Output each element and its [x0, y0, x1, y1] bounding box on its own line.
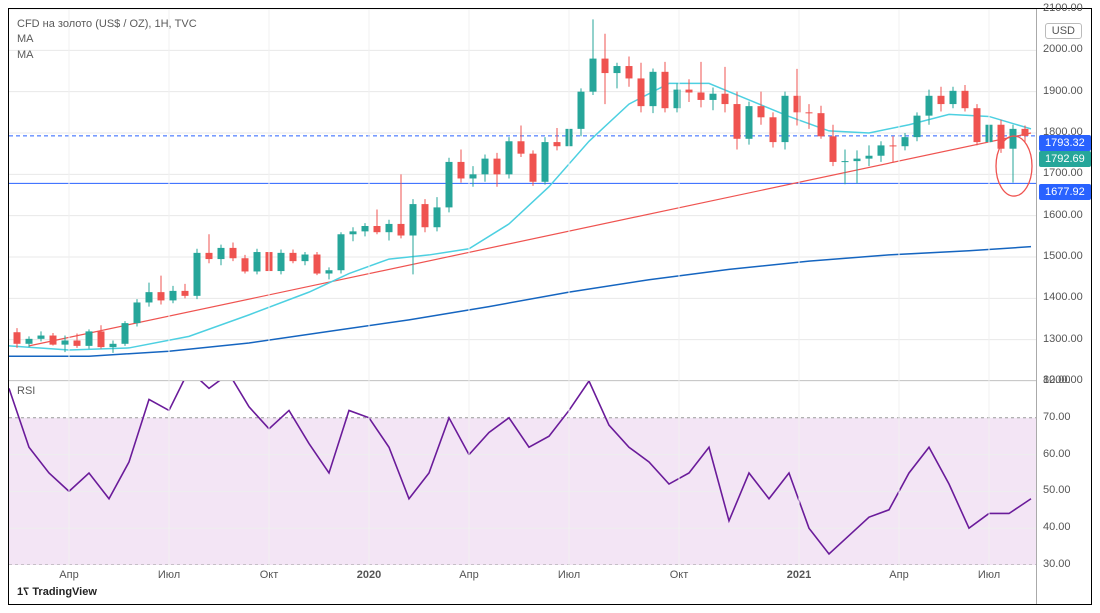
currency-badge[interactable]: USD	[1045, 23, 1082, 39]
time-label: Июл	[558, 569, 580, 581]
rsi-tick: 80.00	[1043, 374, 1071, 386]
time-label: Июл	[978, 569, 1000, 581]
time-label: Окт	[260, 569, 279, 581]
rsi-tick: 70.00	[1043, 411, 1071, 423]
rsi-tick: 40.00	[1043, 521, 1071, 533]
tradingview-logo[interactable]: 17 TradingView	[17, 586, 97, 598]
rsi-tick: 60.00	[1043, 448, 1071, 460]
rsi-tick: 50.00	[1043, 484, 1071, 496]
instrument-title: CFD на золото (US$ / OZ), 1Н, TVC	[17, 17, 197, 32]
rsi-panel[interactable]: RSI	[9, 381, 1036, 565]
time-label: Апр	[59, 569, 78, 581]
price-tick: 1300.00	[1043, 333, 1083, 345]
price-panel[interactable]	[9, 9, 1036, 381]
time-label: Апр	[889, 569, 908, 581]
time-label: 2020	[357, 569, 381, 581]
price-tick: 1400.00	[1043, 291, 1083, 303]
price-tag: 1677.92	[1039, 184, 1091, 200]
time-label: Апр	[459, 569, 478, 581]
price-tick: 1900.00	[1043, 85, 1083, 97]
price-tag: 1792.69	[1039, 151, 1091, 167]
price-tag: 1793.32	[1039, 135, 1091, 151]
price-tick: 1700.00	[1043, 167, 1083, 179]
price-tick: 2000.00	[1043, 43, 1083, 55]
ma-indicator-1: MA	[17, 32, 197, 47]
price-tick: 1500.00	[1043, 250, 1083, 262]
time-label: Июл	[158, 569, 180, 581]
price-tick: 1600.00	[1043, 209, 1083, 221]
time-label: 2021	[787, 569, 811, 581]
time-label: Окт	[670, 569, 689, 581]
chart-frame: CFD на золото (US$ / OZ), 1Н, TVC MA MA …	[8, 8, 1092, 605]
price-tick: 2100.00	[1043, 2, 1083, 14]
rsi-tick: 30.00	[1043, 558, 1071, 570]
chart-header: CFD на золото (US$ / OZ), 1Н, TVC MA MA	[17, 17, 197, 63]
ma-indicator-2: MA	[17, 48, 197, 63]
price-axis: 1200.001300.001400.001500.001600.001700.…	[1036, 9, 1091, 604]
time-axis: Апр Июл Окт 2020 Апр Июл Окт 2021 Апр Июл	[9, 565, 1036, 585]
